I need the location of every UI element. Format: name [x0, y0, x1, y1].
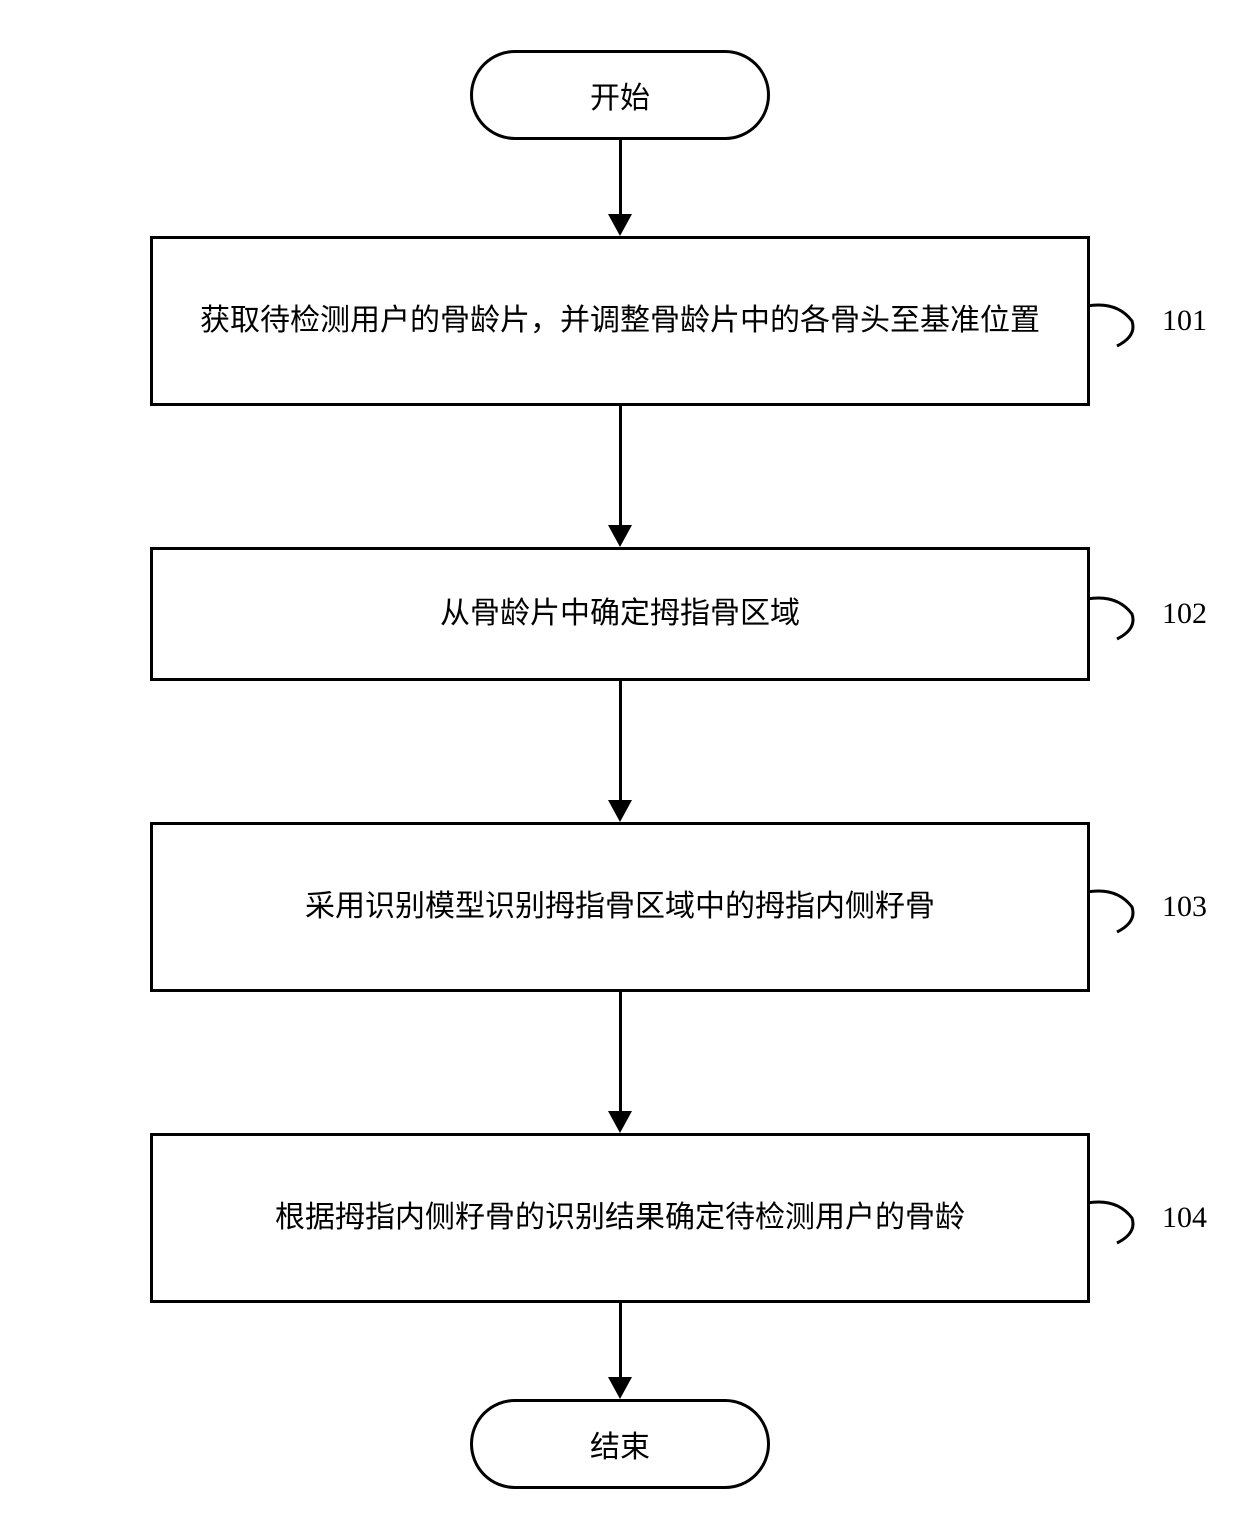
arrow-3 — [608, 992, 632, 1133]
arrow-line — [619, 1303, 622, 1378]
arrow-line — [619, 140, 622, 215]
connector-curve-icon — [1087, 877, 1145, 937]
end-label: 结束 — [590, 1422, 650, 1466]
arrow-2 — [608, 681, 632, 822]
step-id-label: 101 — [1162, 297, 1207, 345]
arrow-line — [619, 406, 622, 526]
arrow-4 — [608, 1303, 632, 1399]
end-terminal: 结束 — [470, 1399, 770, 1489]
flowchart-container: 开始 获取待检测用户的骨龄片，并调整骨龄片中的各骨头至基准位置 101 从骨龄片… — [0, 50, 1240, 1489]
arrow-head-icon — [608, 525, 632, 547]
process-text: 获取待检测用户的骨龄片，并调整骨龄片中的各骨头至基准位置 — [200, 297, 1040, 345]
process-step-101: 获取待检测用户的骨龄片，并调整骨龄片中的各骨头至基准位置 101 — [150, 236, 1090, 406]
start-label: 开始 — [590, 73, 650, 117]
process-text: 根据拇指内侧籽骨的识别结果确定待检测用户的骨龄 — [275, 1194, 965, 1242]
process-text: 从骨龄片中确定拇指骨区域 — [440, 590, 800, 638]
arrow-head-icon — [608, 214, 632, 236]
step-id-label: 102 — [1162, 590, 1207, 638]
step-id-label: 104 — [1162, 1194, 1207, 1242]
step-id-label: 103 — [1162, 883, 1207, 931]
connector-curve-icon — [1087, 584, 1145, 644]
start-terminal: 开始 — [470, 50, 770, 140]
arrow-head-icon — [608, 1111, 632, 1133]
arrow-line — [619, 681, 622, 801]
process-step-102: 从骨龄片中确定拇指骨区域 102 — [150, 547, 1090, 681]
process-step-104: 根据拇指内侧籽骨的识别结果确定待检测用户的骨龄 104 — [150, 1133, 1090, 1303]
process-step-103: 采用识别模型识别拇指骨区域中的拇指内侧籽骨 103 — [150, 822, 1090, 992]
connector-curve-icon — [1087, 1188, 1145, 1248]
connector-curve-icon — [1087, 291, 1145, 351]
arrow-head-icon — [608, 1377, 632, 1399]
arrow-line — [619, 992, 622, 1112]
arrow-1 — [608, 406, 632, 547]
arrow-head-icon — [608, 800, 632, 822]
arrow-0 — [608, 140, 632, 236]
process-text: 采用识别模型识别拇指骨区域中的拇指内侧籽骨 — [305, 883, 935, 931]
